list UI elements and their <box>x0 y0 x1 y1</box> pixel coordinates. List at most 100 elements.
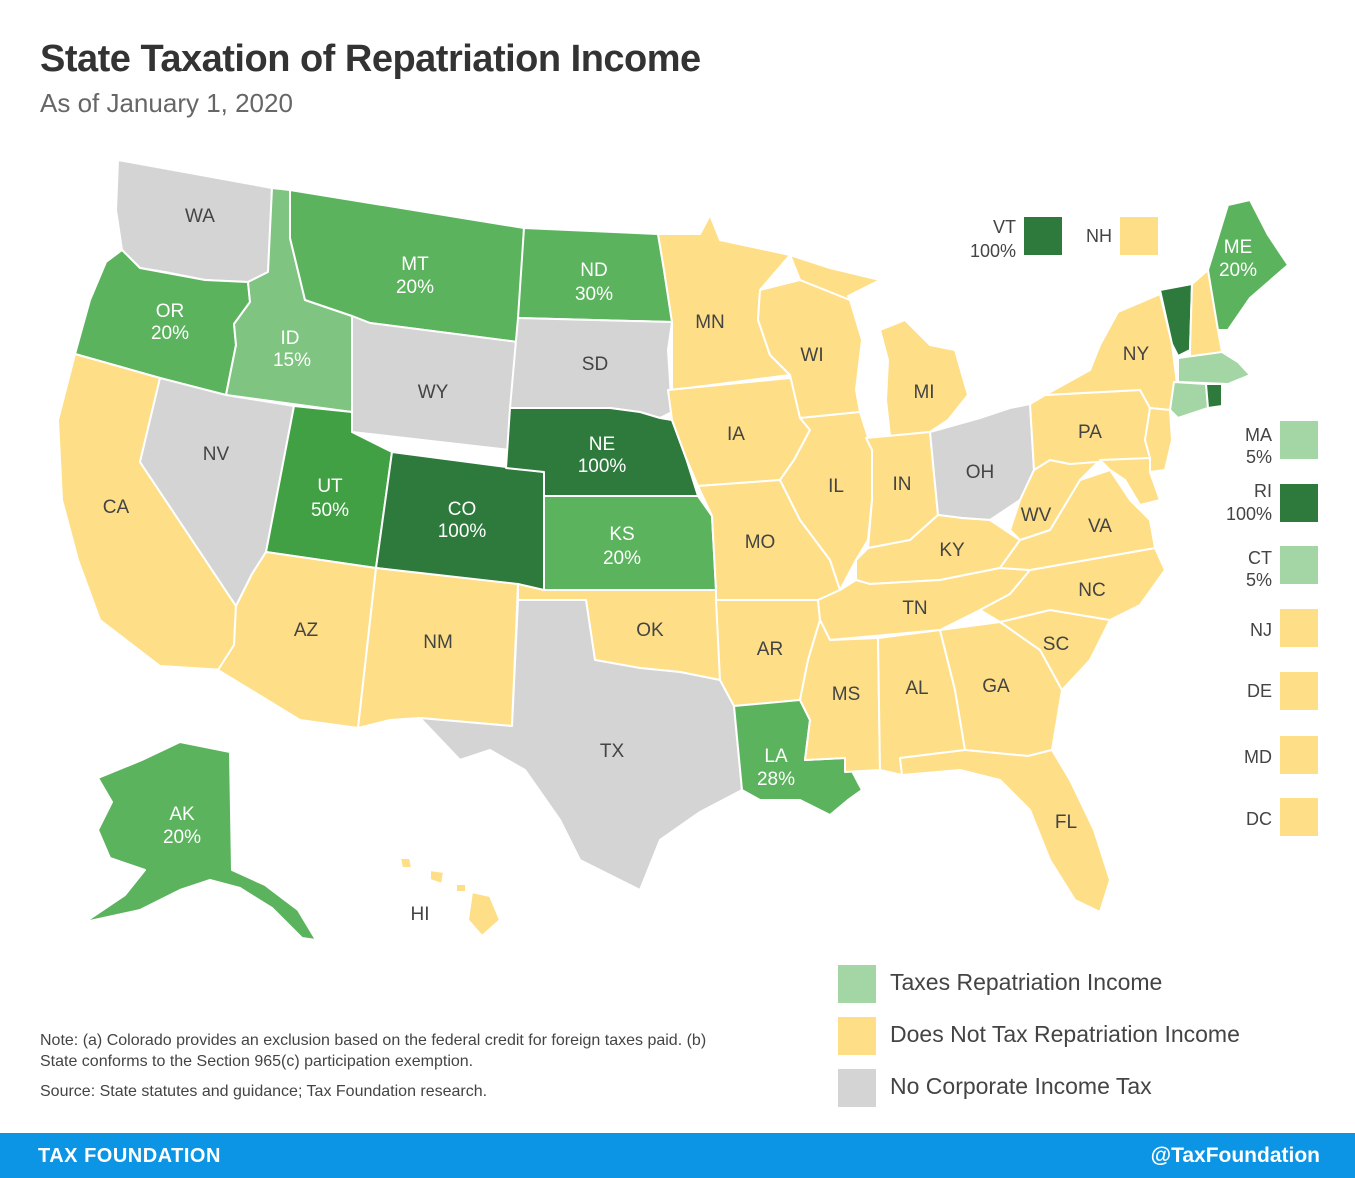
state-FL[interactable] <box>899 749 1111 913</box>
rate-CO: 100% <box>438 521 487 542</box>
label-SC: SC <box>1043 634 1069 655</box>
label-NY: NY <box>1123 344 1150 365</box>
label-KS: KS <box>609 524 634 545</box>
label-ID: ID <box>281 328 300 349</box>
label-RI: RI <box>1254 481 1272 501</box>
rate-ME: 20% <box>1219 260 1257 281</box>
swatch-DE <box>1280 672 1318 710</box>
swatch-MD <box>1280 736 1318 774</box>
state-labels: WA OR 20% CA ID 15% NV MT 20% WY UT 50% … <box>103 206 1257 925</box>
label-MT: MT <box>401 254 429 275</box>
label-NJ: NJ <box>1250 620 1272 640</box>
rate-MA: 5% <box>1246 447 1272 467</box>
swatch-MA <box>1280 421 1318 459</box>
footer-bar: TAX FOUNDATION @TaxFoundation <box>0 1133 1355 1178</box>
rate-AK: 20% <box>163 827 201 848</box>
label-DE: DE <box>1247 681 1272 701</box>
state-NC[interactable] <box>979 547 1166 623</box>
swatch-DC <box>1280 798 1318 836</box>
label-AR: AR <box>757 639 783 660</box>
rate-KS: 20% <box>603 548 641 569</box>
label-WA: WA <box>185 206 215 227</box>
footnote: Note: (a) Colorado provides an exclusion… <box>40 1032 707 1070</box>
label-GA: GA <box>982 676 1010 697</box>
map-subtitle: As of January 1, 2020 <box>40 88 293 118</box>
state-WY[interactable] <box>351 315 519 451</box>
swatch-CT <box>1280 546 1318 584</box>
source-note: Source: State statutes and guidance; Tax… <box>40 1083 488 1100</box>
map-title: State Taxation of Repatriation Income <box>40 38 701 80</box>
footer-handle[interactable]: @TaxFoundation <box>1150 1144 1320 1167</box>
small-state-callouts: VT 100% NH MA 5% RI 100% CT 5% NJ DE MD … <box>970 217 1318 836</box>
label-CO: CO <box>448 499 477 520</box>
swatch-NJ <box>1280 609 1318 647</box>
legend-label-no-cit: No Corporate Income Tax <box>890 1073 1152 1099</box>
footer-brand: TAX FOUNDATION <box>38 1145 221 1167</box>
state-VT[interactable] <box>1159 283 1193 357</box>
label-AL: AL <box>905 678 928 699</box>
label-IA: IA <box>727 424 745 445</box>
label-WI: WI <box>800 345 823 366</box>
label-NV: NV <box>203 444 230 465</box>
label-ND: ND <box>580 260 607 281</box>
label-LA: LA <box>764 746 788 767</box>
legend-swatch-no-tax <box>838 1017 876 1055</box>
state-TX[interactable] <box>419 599 743 891</box>
label-MN: MN <box>695 312 725 333</box>
state-MS[interactable] <box>799 619 881 773</box>
rate-LA: 28% <box>757 769 795 790</box>
state-HI[interactable] <box>399 857 501 937</box>
label-TX: TX <box>600 741 625 762</box>
label-OK: OK <box>636 620 664 641</box>
label-CT: CT <box>1248 548 1272 568</box>
label-AK: AK <box>169 804 195 825</box>
label-FL: FL <box>1055 812 1077 833</box>
label-MS: MS <box>832 684 861 705</box>
rate-RI: 100% <box>1226 504 1272 524</box>
state-MI[interactable] <box>789 254 969 437</box>
swatch-NH <box>1120 217 1158 255</box>
label-HI: HI <box>411 904 430 925</box>
us-map: WA OR 20% CA ID 15% NV MT 20% WY UT 50% … <box>57 159 1318 941</box>
legend-label-taxes: Taxes Repatriation Income <box>890 969 1163 995</box>
label-DC: DC <box>1246 809 1272 829</box>
swatch-VT <box>1024 217 1062 255</box>
label-UT: UT <box>317 476 343 497</box>
label-VA: VA <box>1088 516 1112 537</box>
rate-UT: 50% <box>311 500 349 521</box>
label-MD: MD <box>1244 747 1272 767</box>
label-SD: SD <box>582 354 608 375</box>
label-MI: MI <box>913 382 934 403</box>
rate-ID: 15% <box>273 350 311 371</box>
label-NC: NC <box>1078 580 1105 601</box>
rate-MT: 20% <box>396 277 434 298</box>
state-RI[interactable] <box>1205 383 1223 409</box>
state-MA[interactable] <box>1177 351 1251 385</box>
state-DE-MD[interactable] <box>1099 457 1161 506</box>
swatch-RI <box>1280 484 1318 522</box>
label-ME: ME <box>1224 237 1253 258</box>
label-AZ: AZ <box>294 620 319 641</box>
label-OR: OR <box>156 301 185 322</box>
legend-swatch-no-cit <box>838 1069 876 1107</box>
label-NE: NE <box>589 434 615 455</box>
label-OH: OH <box>966 462 995 483</box>
legend-label-no-tax: Does Not Tax Repatriation Income <box>890 1021 1240 1047</box>
label-VT: VT <box>993 217 1016 237</box>
state-CT[interactable] <box>1169 381 1209 419</box>
label-IL: IL <box>828 476 844 497</box>
label-WV: WV <box>1021 505 1052 526</box>
label-IN: IN <box>893 474 912 495</box>
state-NJ[interactable] <box>1144 407 1173 473</box>
rate-CT: 5% <box>1246 570 1272 590</box>
rate-NE: 100% <box>578 456 627 477</box>
label-KY: KY <box>939 540 965 561</box>
label-PA: PA <box>1078 422 1102 443</box>
rate-VT: 100% <box>970 241 1016 261</box>
label-CA: CA <box>103 497 130 518</box>
label-MO: MO <box>745 532 776 553</box>
rate-OR: 20% <box>151 323 189 344</box>
state-AK[interactable] <box>84 741 317 941</box>
label-TN: TN <box>902 598 927 619</box>
state-ME[interactable] <box>1207 199 1289 331</box>
